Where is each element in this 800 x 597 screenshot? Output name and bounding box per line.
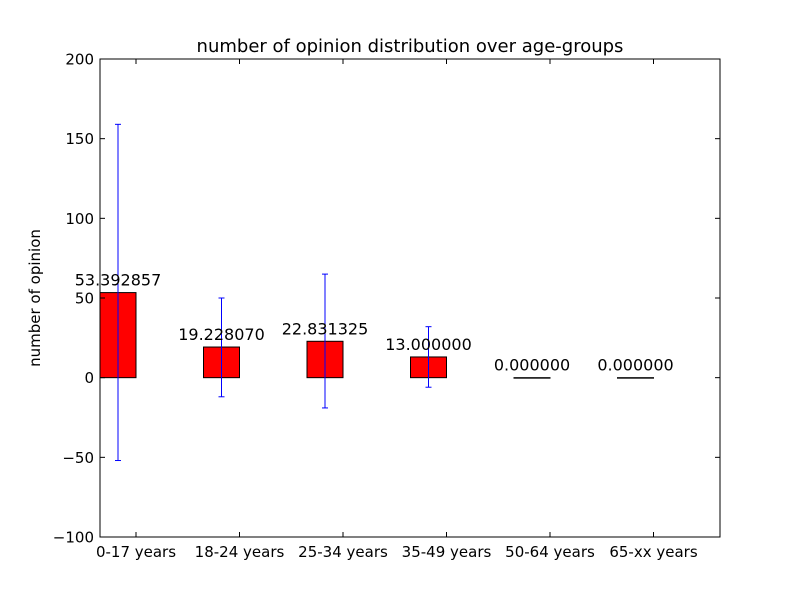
value-labels-group: 53.392857 19.228070 22.831325 13.000000 0.00… xyxy=(75,271,674,375)
x-tick-label: 65-xx years xyxy=(609,543,697,561)
value-label: 0.000000 xyxy=(597,356,673,375)
y-axis-label: number of opinion xyxy=(26,229,44,367)
x-tick-label: 25-34 years xyxy=(298,543,388,561)
value-label: 0.000000 xyxy=(494,356,570,375)
error-bars-group xyxy=(115,123,432,462)
x-tick-label: 50-64 years xyxy=(505,543,595,561)
plot-area-frame xyxy=(99,58,721,538)
value-label: 53.392857 xyxy=(75,271,162,290)
value-label: 13.000000 xyxy=(385,335,472,354)
bar xyxy=(617,377,654,379)
y-tick-label: −100 xyxy=(53,529,94,547)
x-tick-label: 0-17 years xyxy=(96,543,176,561)
x-axis-ticks: 0-17 years 18-24 years 25-34 years 35-49 ye… xyxy=(96,59,698,561)
value-label: 22.831325 xyxy=(282,319,369,338)
chart-title: number of opinion distribution over age-… xyxy=(197,36,624,57)
x-tick-label: 18-24 years xyxy=(195,543,285,561)
bar xyxy=(513,377,551,379)
y-tick-label: 150 xyxy=(65,130,94,148)
y-axis-ticks: −100 −50 0 50 100 150 200 xyxy=(53,51,720,547)
value-label: 19.228070 xyxy=(178,325,265,344)
x-tick-label: 35-49 years xyxy=(402,543,492,561)
y-tick-label: 0 xyxy=(84,369,94,387)
y-tick-label: 100 xyxy=(65,210,94,228)
y-tick-label: 200 xyxy=(65,51,94,69)
y-tick-label: −50 xyxy=(62,449,94,467)
y-tick-label: 50 xyxy=(75,290,94,308)
